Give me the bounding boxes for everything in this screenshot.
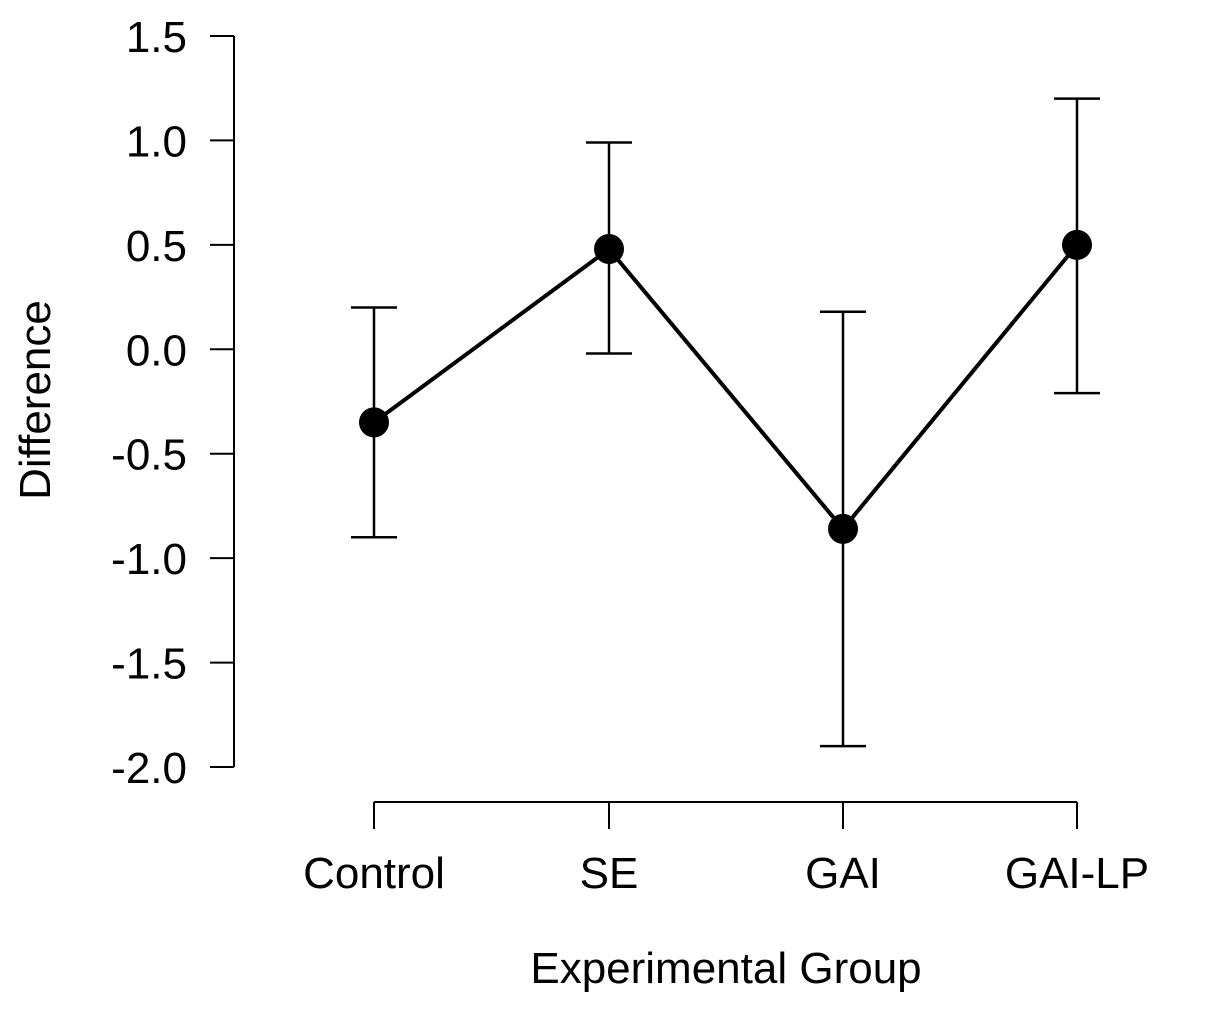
data-point	[594, 234, 624, 265]
x-axis: Control SE GAI GAI-LP	[303, 801, 1149, 898]
y-tick-label: -2.0	[111, 744, 187, 793]
y-tick-label: 0.0	[126, 326, 187, 375]
y-tick-label: 1.5	[126, 13, 187, 62]
y-tick-label: -1.5	[111, 640, 187, 689]
error-bars	[351, 97, 1100, 748]
data-point	[1062, 229, 1092, 260]
y-tick-label: -1.0	[111, 535, 187, 584]
x-tick-label: GAI-LP	[1005, 849, 1149, 898]
x-axis-title: Experimental Group	[530, 944, 921, 993]
y-tick-label: 1.0	[126, 117, 187, 166]
data-points	[359, 229, 1092, 544]
y-tick-label: 0.5	[126, 222, 187, 271]
x-tick-label: GAI	[805, 849, 881, 898]
data-point	[828, 513, 858, 544]
x-tick-label: Control	[303, 849, 445, 898]
data-point	[359, 407, 389, 438]
y-axis: 1.5 1.0 0.5 0.0 -0.5 -1.0 -1.5 -2.0	[111, 13, 235, 793]
y-tick-label: -0.5	[111, 431, 187, 480]
y-axis-title: Difference	[11, 300, 60, 500]
series-line-group	[372, 243, 1079, 531]
x-tick-label: SE	[580, 849, 639, 898]
series-line	[372, 243, 1079, 531]
